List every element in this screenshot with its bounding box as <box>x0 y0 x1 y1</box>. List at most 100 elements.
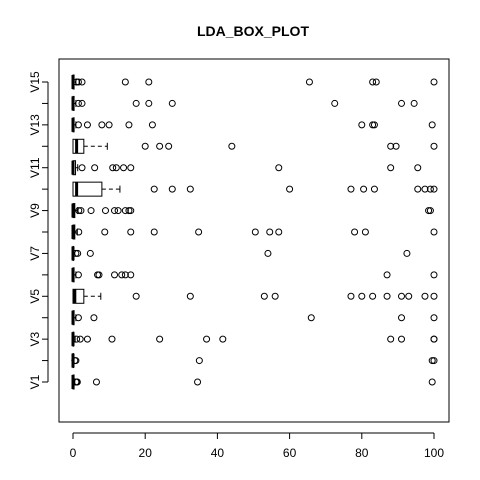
outlier-point <box>331 99 339 107</box>
outlier-point <box>358 292 366 300</box>
outlier-point <box>370 185 378 193</box>
outlier-point <box>186 185 194 193</box>
outlier-point <box>266 228 274 236</box>
outlier-point <box>168 99 176 107</box>
y-tick-label: V15 <box>28 71 42 93</box>
outlier-point <box>358 121 366 129</box>
outlier-point <box>387 164 395 172</box>
outlier-point <box>101 228 109 236</box>
outlier-point <box>347 185 355 193</box>
outlier-point <box>410 99 418 107</box>
outlier-point <box>125 207 133 215</box>
outlier-point <box>430 271 438 279</box>
outlier-point <box>92 378 100 386</box>
outlier-point <box>369 78 377 86</box>
outlier-point <box>421 292 429 300</box>
outlier-point <box>430 292 438 300</box>
outlier-point <box>428 378 436 386</box>
y-tick-label: V3 <box>28 331 42 346</box>
outlier-point <box>78 99 86 107</box>
outlier-point <box>150 228 158 236</box>
outlier-point <box>83 121 91 129</box>
outlier-point <box>132 99 140 107</box>
outlier-point <box>194 378 202 386</box>
outlier-point <box>430 185 438 193</box>
outlier-point <box>73 378 81 386</box>
chart-title: LDA_BOX_PLOT <box>197 23 309 39</box>
outlier-point <box>398 314 406 322</box>
outlier-point <box>195 228 203 236</box>
outlier-point <box>361 228 369 236</box>
outlier-point <box>73 335 81 343</box>
outlier-point <box>425 207 433 215</box>
outlier-point <box>387 335 395 343</box>
outlier-point <box>87 207 95 215</box>
outlier-point <box>74 78 82 86</box>
outlier-point <box>383 292 391 300</box>
outlier-point <box>98 121 106 129</box>
outlier-point <box>127 207 135 215</box>
outlier-point <box>156 142 164 150</box>
outlier-point <box>260 292 268 300</box>
outlier-point <box>141 142 149 150</box>
outlier-point <box>78 164 86 172</box>
plot-frame <box>58 58 450 423</box>
outlier-point <box>351 228 359 236</box>
outlier-point <box>74 314 82 322</box>
outlier-point <box>127 228 135 236</box>
box-rect <box>72 181 103 197</box>
outlier-point <box>305 78 313 86</box>
outlier-point <box>101 207 109 215</box>
outlier-point <box>111 207 119 215</box>
outlier-point <box>127 164 135 172</box>
outlier-point <box>369 121 377 129</box>
outlier-point <box>78 78 86 86</box>
outlier-point <box>145 99 153 107</box>
outlier-point <box>430 142 438 150</box>
outlier-point <box>77 207 85 215</box>
outlier-point <box>275 164 283 172</box>
outlier-point <box>72 357 80 365</box>
outlier-point <box>430 357 438 365</box>
outlier-point <box>414 164 422 172</box>
outlier-point <box>387 142 395 150</box>
outlier-point <box>148 121 156 129</box>
outlier-point <box>73 78 81 86</box>
plot-area: 0 20 40 60 80 100 V1 V3 V5 V7 V9 V11 V13 V15 <box>28 58 450 460</box>
x-tick-label: 0 <box>70 446 77 460</box>
outlier-point <box>109 164 117 172</box>
outlier-point <box>168 185 176 193</box>
outlier-point <box>120 164 128 172</box>
outlier-point <box>426 185 434 193</box>
outlier-point <box>75 207 83 215</box>
outlier-point <box>74 99 82 107</box>
outlier-point <box>105 121 113 129</box>
outlier-point <box>114 207 122 215</box>
outlier-point <box>426 207 434 215</box>
box-rect <box>72 138 85 154</box>
outlier-point <box>145 78 153 86</box>
outlier-point <box>369 292 377 300</box>
outlier-point <box>428 121 436 129</box>
outlier-point <box>403 249 411 257</box>
outlier-point <box>108 335 116 343</box>
y-tick-label: V9 <box>28 203 42 218</box>
outlier-point <box>372 78 380 86</box>
outlier-point <box>414 185 422 193</box>
outlier-point <box>156 335 164 343</box>
outlier-point <box>203 335 211 343</box>
outlier-point <box>127 271 135 279</box>
outlier-point <box>83 335 91 343</box>
outlier-point <box>111 271 119 279</box>
outlier-point <box>251 228 259 236</box>
outlier-point <box>307 314 315 322</box>
outlier-point <box>150 185 158 193</box>
outlier-point <box>74 271 82 279</box>
outlier-point <box>121 207 129 215</box>
box-rect <box>72 288 85 304</box>
outlier-point <box>271 292 279 300</box>
outlier-point <box>430 78 438 86</box>
